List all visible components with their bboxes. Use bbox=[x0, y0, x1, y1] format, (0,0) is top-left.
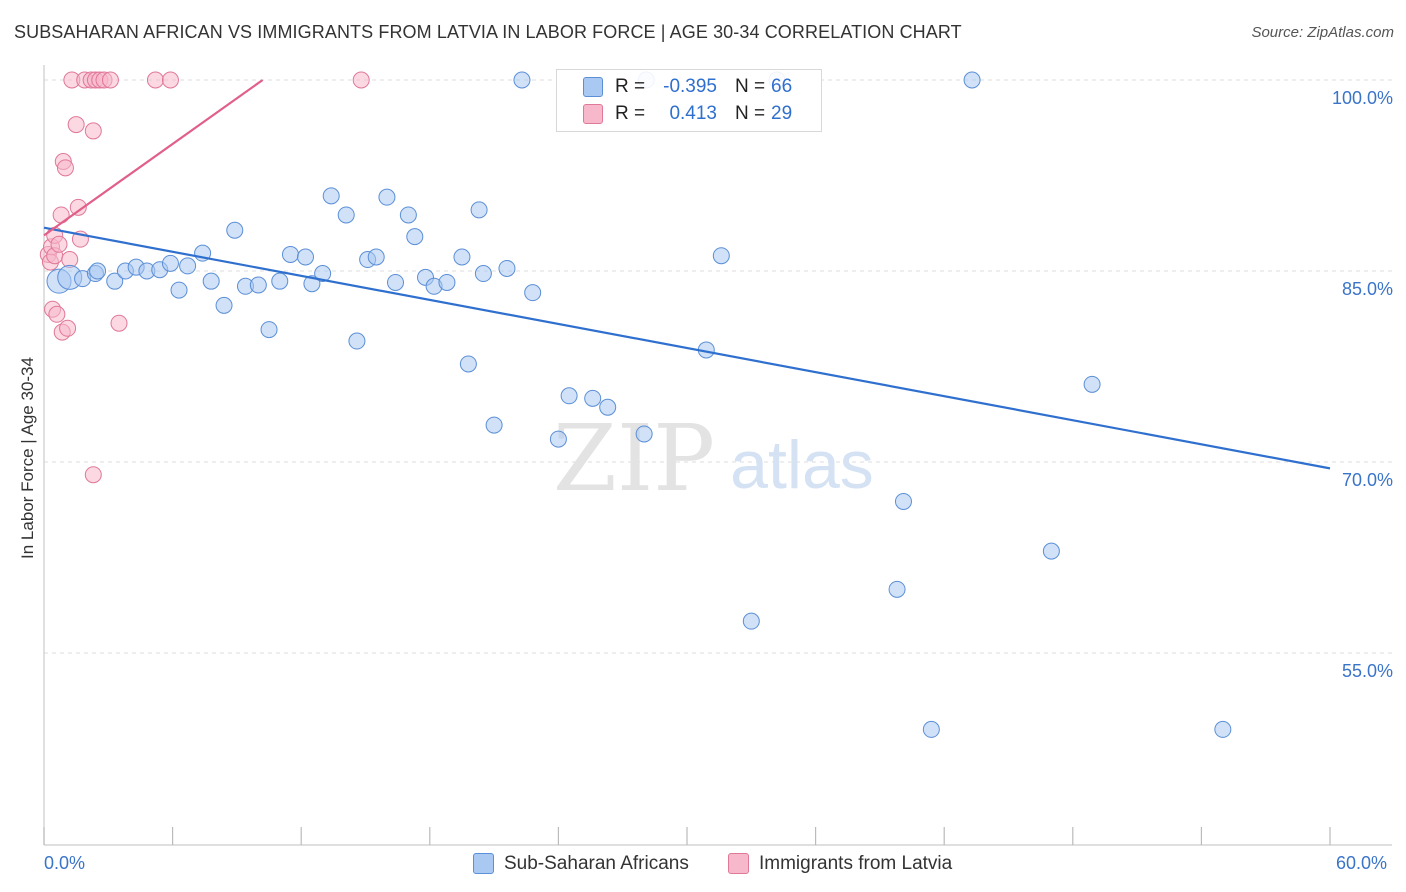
data-point bbox=[161, 254, 179, 272]
stats-n-label: N = bbox=[735, 103, 766, 124]
data-point bbox=[296, 248, 314, 266]
watermark: ZIP atlas bbox=[553, 405, 874, 512]
stats-n-value: 66 bbox=[771, 76, 793, 97]
data-point bbox=[406, 228, 424, 246]
data-point bbox=[271, 272, 289, 290]
data-point bbox=[69, 198, 87, 216]
data-point bbox=[170, 281, 188, 299]
data-point bbox=[67, 116, 85, 134]
data-point bbox=[161, 71, 179, 89]
watermark-atlas: atlas bbox=[730, 427, 874, 503]
data-point bbox=[742, 612, 760, 630]
data-point bbox=[894, 492, 912, 510]
grid-lines bbox=[44, 79, 1392, 654]
legend-label-subsaharan: Sub-Saharan Africans bbox=[504, 853, 689, 874]
data-point bbox=[337, 206, 355, 224]
data-point bbox=[549, 430, 567, 448]
data-point bbox=[1083, 375, 1101, 393]
data-point bbox=[888, 580, 906, 598]
watermark-zip: ZIP bbox=[553, 405, 715, 512]
y-tick-labels: 100.0% 85.0% 70.0% 55.0% bbox=[1332, 88, 1393, 681]
legend-swatch-subsaharan bbox=[473, 853, 494, 874]
stats-swatch-latvia bbox=[583, 104, 603, 124]
y-tick-label: 55.0% bbox=[1342, 661, 1393, 681]
y-tick-label: 70.0% bbox=[1342, 470, 1393, 490]
data-point bbox=[387, 273, 405, 291]
latvia-points bbox=[39, 71, 370, 484]
data-point bbox=[89, 262, 107, 280]
data-point bbox=[84, 122, 102, 140]
data-point bbox=[378, 188, 396, 206]
stats-r-value: -0.395 bbox=[663, 76, 717, 97]
data-point bbox=[367, 248, 385, 266]
data-point bbox=[584, 389, 602, 407]
stats-legend: R = -0.395 N = 66 R = 0.413 N = 29 bbox=[556, 69, 822, 132]
data-point bbox=[498, 259, 516, 277]
x-tick-label-min: 0.0% bbox=[44, 853, 86, 873]
data-point bbox=[459, 355, 477, 373]
stats-r-label: R = bbox=[615, 76, 646, 97]
data-point bbox=[84, 466, 102, 484]
data-point bbox=[453, 248, 471, 266]
data-point bbox=[438, 273, 456, 291]
y-axis-label: In Labor Force | Age 30-34 bbox=[18, 357, 37, 559]
data-point bbox=[963, 71, 981, 89]
subsaharan-points bbox=[46, 71, 1232, 738]
trend-line bbox=[43, 226, 1331, 470]
data-point bbox=[524, 284, 542, 302]
legend-label-latvia: Immigrants from Latvia bbox=[759, 853, 953, 874]
stats-row-latvia: R = 0.413 N = 29 bbox=[557, 101, 821, 127]
stats-r-value: 0.413 bbox=[669, 103, 717, 124]
legend-swatch-latvia bbox=[728, 853, 749, 874]
data-point bbox=[352, 71, 370, 89]
data-point bbox=[56, 159, 74, 177]
data-point bbox=[215, 296, 233, 314]
stats-row-subsaharan: R = -0.395 N = 66 bbox=[557, 74, 821, 100]
data-point bbox=[513, 71, 531, 89]
series-legend: Sub-Saharan Africans Immigrants from Lat… bbox=[0, 850, 1406, 878]
stats-n-label: N = bbox=[735, 76, 766, 97]
data-point bbox=[599, 398, 617, 416]
data-point bbox=[146, 71, 164, 89]
y-tick-label: 85.0% bbox=[1342, 279, 1393, 299]
data-point bbox=[470, 201, 488, 219]
data-point bbox=[106, 272, 124, 290]
data-point bbox=[474, 265, 492, 283]
data-point bbox=[59, 319, 77, 337]
data-point bbox=[226, 221, 244, 239]
data-point bbox=[399, 206, 417, 224]
data-point bbox=[635, 425, 653, 443]
data-point bbox=[110, 314, 128, 332]
stats-n-value: 29 bbox=[771, 103, 793, 124]
chart-title: SUBSAHARAN AFRICAN VS IMMIGRANTS FROM LA… bbox=[14, 22, 962, 42]
data-point bbox=[348, 332, 366, 350]
data-point bbox=[322, 187, 340, 205]
data-point bbox=[101, 71, 119, 89]
data-point bbox=[50, 235, 68, 253]
data-point bbox=[1214, 720, 1232, 738]
data-point bbox=[314, 265, 332, 283]
data-point bbox=[922, 720, 940, 738]
trend-lines bbox=[43, 79, 1331, 470]
data-point bbox=[202, 272, 220, 290]
source-label: Source: ZipAtlas.com bbox=[1251, 24, 1394, 41]
data-point bbox=[52, 206, 70, 224]
axes bbox=[43, 65, 1392, 846]
data-point bbox=[485, 416, 503, 434]
data-point bbox=[249, 276, 267, 294]
trend-line bbox=[43, 79, 264, 237]
data-point bbox=[179, 257, 197, 275]
stats-swatch-subsaharan bbox=[583, 77, 603, 97]
data-point bbox=[260, 321, 278, 339]
y-tick-label: 100.0% bbox=[1332, 88, 1393, 108]
data-point bbox=[281, 245, 299, 263]
data-point bbox=[303, 275, 321, 293]
x-tick-label-max: 60.0% bbox=[1336, 853, 1388, 873]
stats-r-label: R = bbox=[615, 103, 646, 124]
data-point bbox=[712, 247, 730, 265]
data-point bbox=[48, 305, 66, 323]
data-point bbox=[1042, 542, 1060, 560]
data-point bbox=[560, 387, 578, 405]
